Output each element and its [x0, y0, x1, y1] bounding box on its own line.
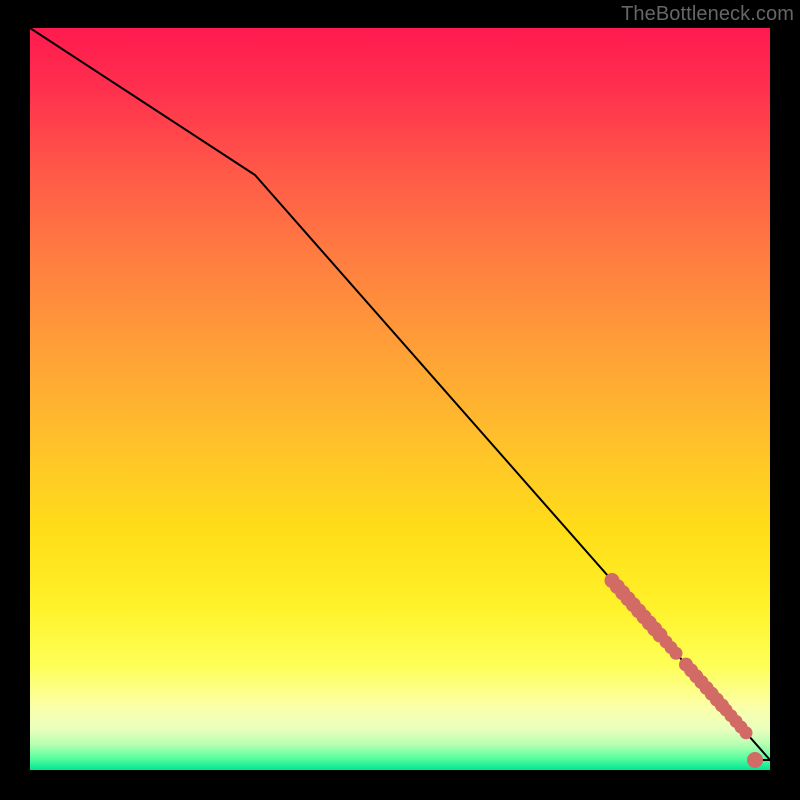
frame-right [770, 0, 800, 800]
frame-left [0, 0, 30, 800]
data-point-marker [740, 726, 753, 739]
chart-background [30, 28, 770, 770]
frame-bottom [0, 770, 800, 800]
data-point-marker [747, 752, 763, 768]
chart-svg [0, 0, 800, 800]
chart-stage: TheBottleneck.com [0, 0, 800, 800]
data-point-marker [670, 647, 683, 660]
attribution-text: TheBottleneck.com [621, 3, 794, 26]
